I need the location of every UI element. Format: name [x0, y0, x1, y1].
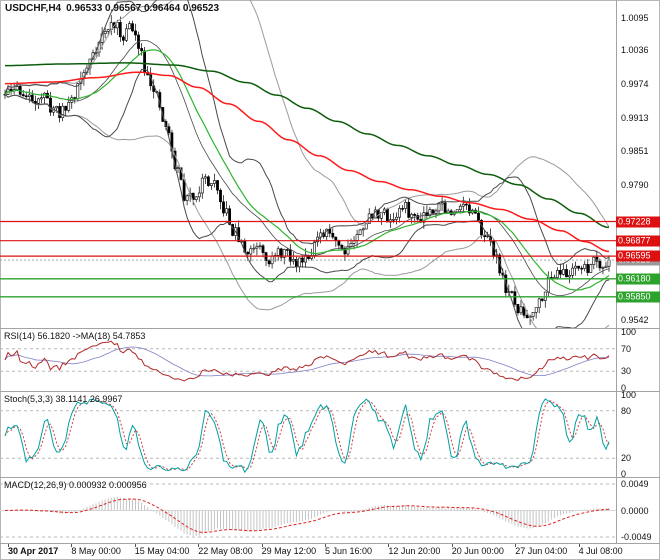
date-label: 5 Jun 16:00: [325, 546, 373, 556]
date-tick: [515, 544, 517, 547]
ohlc-readout: 0.96533 0.96567 0.96464 0.96523: [66, 3, 220, 14]
rsi-panel-canvas[interactable]: [0, 329, 616, 391]
date-tick: [451, 544, 453, 547]
date-label: 30 Apr 2017: [8, 546, 59, 556]
support-price-badge: 0.95850: [616, 291, 660, 303]
date-tick: [325, 544, 326, 547]
panel-separator: [0, 543, 660, 544]
panel-separator: [0, 328, 660, 329]
date-label: 22 May 08:00: [198, 546, 253, 556]
date-tick: [198, 544, 200, 547]
date-label: 12 Jun 20:00: [388, 546, 441, 556]
stoch-axis-label: 20: [621, 453, 632, 464]
date-label: 27 Jun 04:00: [515, 546, 568, 556]
macd-axis-label: -0.0049: [621, 532, 652, 542]
stoch-label: Stoch(5,3,3) 38.1141 26.9967: [4, 394, 123, 404]
macd-label: MACD(12,26,9) 0.000932 0.000956: [4, 480, 147, 490]
rsi-axis-label: 30: [621, 366, 632, 377]
date-tick: [71, 544, 73, 547]
current-price-badge: 0.96523: [616, 254, 660, 266]
price-axis-label: 1.0095: [621, 13, 649, 24]
date-label: 29 May 12:00: [261, 546, 317, 556]
date-label: 15 May 04:00: [134, 546, 190, 556]
chart-title: USDCHF,H4 0.96533 0.96567 0.96464 0.96523: [5, 3, 224, 14]
macd-panel-canvas[interactable]: [0, 478, 616, 543]
price-axis-label: 1.0036: [621, 45, 649, 56]
panel-separator: [0, 391, 660, 392]
price-axis-label: 0.9974: [621, 79, 649, 90]
price-axis-separator: [616, 0, 617, 543]
resistance-price-badge: 0.96595: [616, 250, 660, 262]
support-price-badge: 0.96180: [616, 273, 660, 285]
rsi-axis-label: 70: [621, 343, 632, 354]
macd-axis-label: 0.0000: [621, 505, 649, 516]
date-label: 8 May 00:00: [71, 546, 121, 556]
macd-axis-label: 0.0049: [621, 479, 649, 489]
stochastic-panel-canvas[interactable]: [0, 392, 616, 477]
resistance-price-badge: 0.96877: [616, 235, 660, 247]
price-axis-label: 0.9851: [621, 146, 649, 157]
price-axis-label: 0.9542: [621, 315, 649, 326]
panel-separator: [0, 477, 660, 478]
symbol-timeframe: USDCHF,H4: [5, 3, 62, 14]
date-label: 20 Jun 00:00: [451, 546, 504, 556]
date-label: 4 Jul 08:00: [578, 546, 623, 556]
date-tick: [8, 544, 9, 547]
resistance-price-badge: 0.97228: [616, 216, 660, 227]
stoch-axis-label: 80: [621, 405, 632, 416]
rsi-label: RSI(14) 56.1820 ->MA(18) 54.7853: [4, 331, 146, 341]
price-chart-canvas[interactable]: [0, 0, 616, 328]
date-tick: [578, 544, 580, 547]
date-tick: [261, 544, 263, 547]
date-tick: [134, 544, 136, 547]
price-axis-label: 0.9790: [621, 179, 649, 190]
price-axis-label: 0.9913: [621, 112, 649, 123]
date-tick: [388, 544, 390, 547]
